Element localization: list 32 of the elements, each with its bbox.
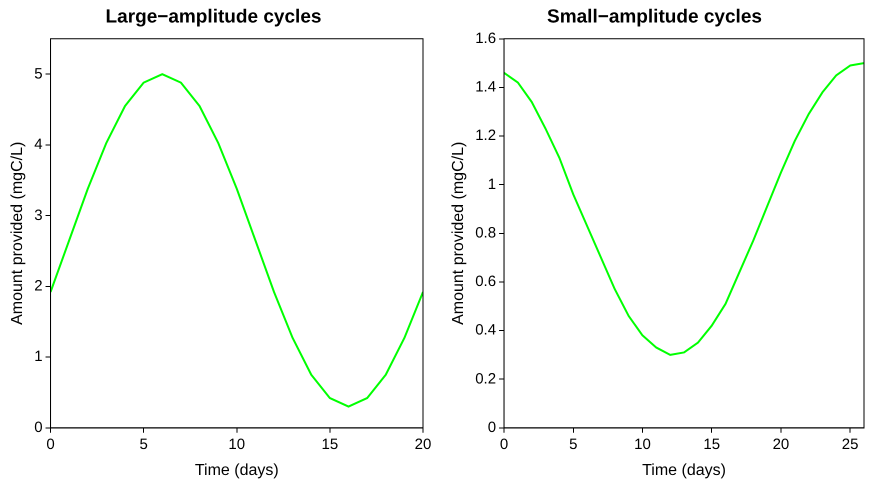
- x-tick-label: 20: [414, 436, 432, 453]
- y-tick-label: 1.2: [475, 127, 496, 144]
- x-tick-label: 5: [569, 436, 578, 453]
- x-tick-label: 25: [842, 436, 858, 453]
- y-tick-label: 0: [488, 418, 496, 436]
- y-tick-label: 1: [34, 348, 43, 366]
- y-tick-label: 0.6: [475, 273, 496, 290]
- x-tick-label: 10: [228, 436, 246, 453]
- y-tick-label: 1.4: [475, 78, 496, 96]
- chart-title: Large−amplitude cycles: [106, 6, 322, 28]
- y-tick-label: 5: [34, 65, 43, 82]
- x-tick-label: 10: [634, 436, 651, 453]
- y-tick-label: 1.6: [475, 30, 496, 47]
- x-tick-label: 15: [703, 436, 720, 453]
- x-tick-label: 15: [322, 436, 338, 453]
- y-tick-label: 3: [34, 206, 43, 224]
- x-axis-title: Time (days): [642, 462, 726, 479]
- y-tick-label: 4: [34, 136, 43, 154]
- y-tick-label: 1: [488, 176, 496, 193]
- y-axis-title: Amount provided (mgC/L): [450, 142, 468, 325]
- x-tick-label: 0: [46, 436, 55, 453]
- y-tick-label: 0.2: [475, 370, 496, 388]
- x-axis-title: Time (days): [194, 462, 279, 479]
- x-tick-label: 20: [772, 436, 790, 453]
- y-axis-title: Amount provided (mgC/L): [9, 142, 26, 325]
- y-tick-label: 0.4: [475, 322, 496, 339]
- y-tick-label: 0.8: [475, 224, 496, 242]
- x-tick-label: 0: [500, 436, 508, 453]
- x-tick-label: 5: [139, 436, 148, 453]
- y-tick-label: 0: [34, 418, 43, 436]
- y-tick-label: 2: [34, 277, 43, 294]
- chart-title: Small−amplitude cycles: [547, 6, 762, 28]
